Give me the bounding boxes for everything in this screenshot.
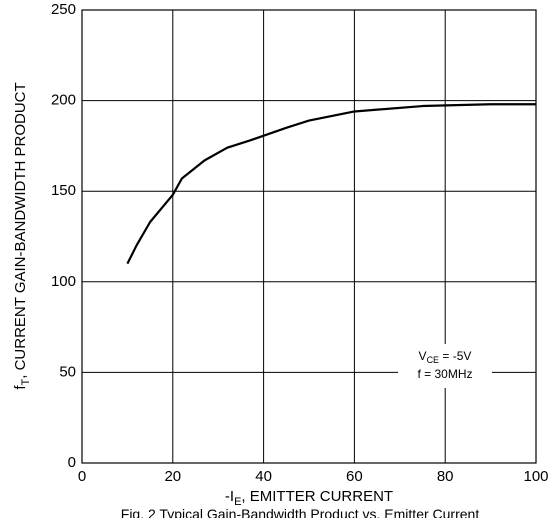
x-tick-label: 60	[346, 468, 363, 485]
x-axis-label: -IE, EMITTER CURRENT	[225, 488, 393, 508]
annotation: VCE = -5V	[419, 349, 472, 365]
annotation-background	[398, 344, 492, 388]
plot-frame	[81, 9, 537, 464]
x-tick-label: 80	[437, 468, 454, 485]
y-tick-label: 150	[51, 182, 76, 199]
x-tick-label: 40	[255, 468, 272, 485]
y-tick-label: 100	[51, 273, 76, 290]
data-line	[126, 103, 536, 265]
x-tick-label: 20	[164, 468, 181, 485]
annotation: f = 30MHz	[417, 367, 472, 381]
y-tick-label: 0	[68, 454, 76, 471]
caption: Fig. 2 Typical Gain-Bandwidth Product vs…	[121, 506, 480, 518]
y-tick-label: 50	[59, 363, 76, 380]
y-tick-label: 250	[51, 1, 76, 18]
x-tick-label: 100	[523, 468, 548, 485]
y-tick-label: 200	[51, 92, 76, 109]
y-axis-label: fT, CURRENT GAIN-BANDWIDTH PRODUCT	[12, 82, 32, 389]
x-tick-label: 0	[78, 468, 86, 485]
